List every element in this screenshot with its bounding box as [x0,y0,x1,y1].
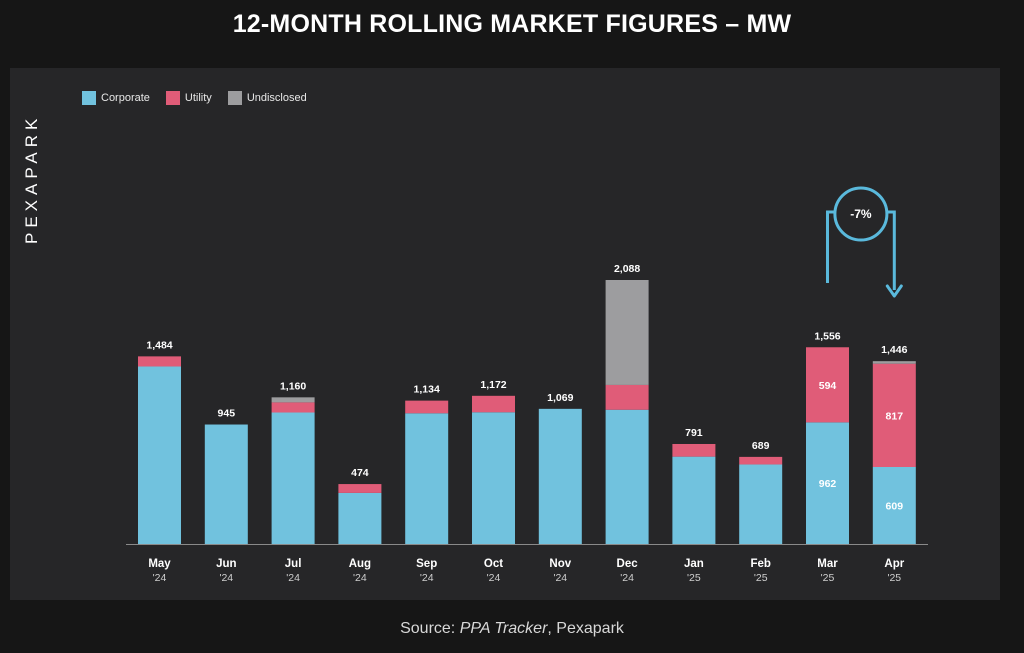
total-label-feb: 689 [752,440,770,452]
legend-swatch-undisclosed [227,91,242,105]
bar-utility-may [138,356,181,367]
bar-corporate-jul [271,412,315,544]
total-label-may: 1,484 [146,339,172,351]
segment-label-utility-apr: 817 [886,410,904,422]
total-label-nov: 1,069 [547,392,573,404]
bar-corporate-aug [338,492,382,544]
x-tick-year-oct: '24 [487,572,501,584]
source-note: Source: PPA Tracker, Pexapark [0,620,1024,638]
bar-undisclosed-apr [872,361,916,364]
chart-legend: Corporate Utility Undisclosed [82,91,307,105]
x-tick-year-aug: '24 [353,572,367,584]
x-tick-year-nov: '24 [553,572,567,584]
legend-item-utility: Utility [165,91,212,105]
x-tick-month-oct: Oct [484,558,503,570]
source-prefix: Source: [400,620,460,637]
legend-item-undisclosed: Undisclosed [227,91,307,105]
bar-utility-jul [271,402,315,413]
x-tick-year-jul: '24 [286,572,300,584]
x-tick-year-jun: '24 [219,572,233,584]
bar-corporate-sep [405,413,449,544]
total-label-jun: 945 [218,408,236,420]
x-tick-month-dec: Dec [617,558,639,570]
total-label-jan: 791 [685,427,703,439]
total-label-jul: 1,160 [280,380,306,392]
segment-label-corporate-mar: 962 [819,478,837,490]
x-tick-month-jul: Jul [285,558,302,570]
bar-corporate-jun [204,424,248,544]
bar-utility-apr [872,363,916,467]
bar-utility-dec [605,384,649,410]
total-label-mar: 1,556 [814,330,840,342]
segment-label-corporate-apr: 609 [886,501,904,513]
bar-corporate-oct [472,412,515,544]
total-label-aug: 474 [351,467,369,479]
x-tick-year-apr: '25 [887,572,901,584]
bar-utility-oct [472,395,515,413]
x-tick-month-aug: Aug [349,558,371,570]
bar-corporate-dec [605,409,649,544]
annotation-circle [833,186,889,242]
bar-corporate-jan [672,456,716,544]
total-label-dec: 2,088 [614,263,640,275]
x-tick-month-sep: Sep [416,558,437,570]
bar-corporate-apr [872,467,916,544]
total-label-oct: 1,172 [480,379,506,391]
bar-utility-sep [405,400,449,414]
source-emphasis: PPA Tracker [459,620,548,637]
segment-label-utility-mar: 594 [819,380,837,392]
x-tick-month-jan: Jan [684,558,704,570]
x-tick-month-apr: Apr [884,558,904,570]
legend-label-corporate: Corporate [101,92,150,104]
x-tick-year-sep: '24 [420,572,434,584]
bar-corporate-feb [739,464,783,544]
x-tick-year-jan: '25 [687,572,701,584]
legend-label-utility: Utility [184,92,212,104]
legend-label-undisclosed: Undisclosed [246,92,307,104]
bar-utility-aug [338,484,382,493]
bar-corporate-may [138,366,181,544]
bar-utility-jan [672,443,716,457]
x-tick-month-jun: Jun [216,558,236,570]
x-tick-month-nov: Nov [549,558,571,570]
annotation-label: -7% [850,207,872,221]
source-suffix: , Pexapark [547,620,624,637]
bar-utility-mar [806,347,849,423]
bar-undisclosed-dec [605,280,649,385]
total-label-sep: 1,134 [414,384,440,396]
x-tick-year-dec: '24 [620,572,634,584]
x-tick-year-may: '24 [153,572,167,584]
x-tick-year-mar: '25 [821,572,835,584]
legend-swatch-corporate [82,91,96,105]
x-tick-month-may: May [148,558,171,570]
bar-utility-feb [739,456,783,465]
x-tick-month-mar: Mar [817,558,838,570]
chart-title: 12-MONTH ROLLING MARKET FIGURES – MW [232,10,792,38]
bar-corporate-mar [806,422,849,544]
legend-item-corporate: Corporate [82,91,150,105]
bar-undisclosed-jul [271,397,315,403]
x-tick-month-feb: Feb [750,558,770,570]
annotation-arrow-head [885,284,903,298]
legend-swatch-utility [165,91,180,105]
bar-corporate-nov [538,408,582,544]
total-label-apr: 1,446 [881,344,907,356]
x-tick-year-feb: '25 [754,572,768,584]
